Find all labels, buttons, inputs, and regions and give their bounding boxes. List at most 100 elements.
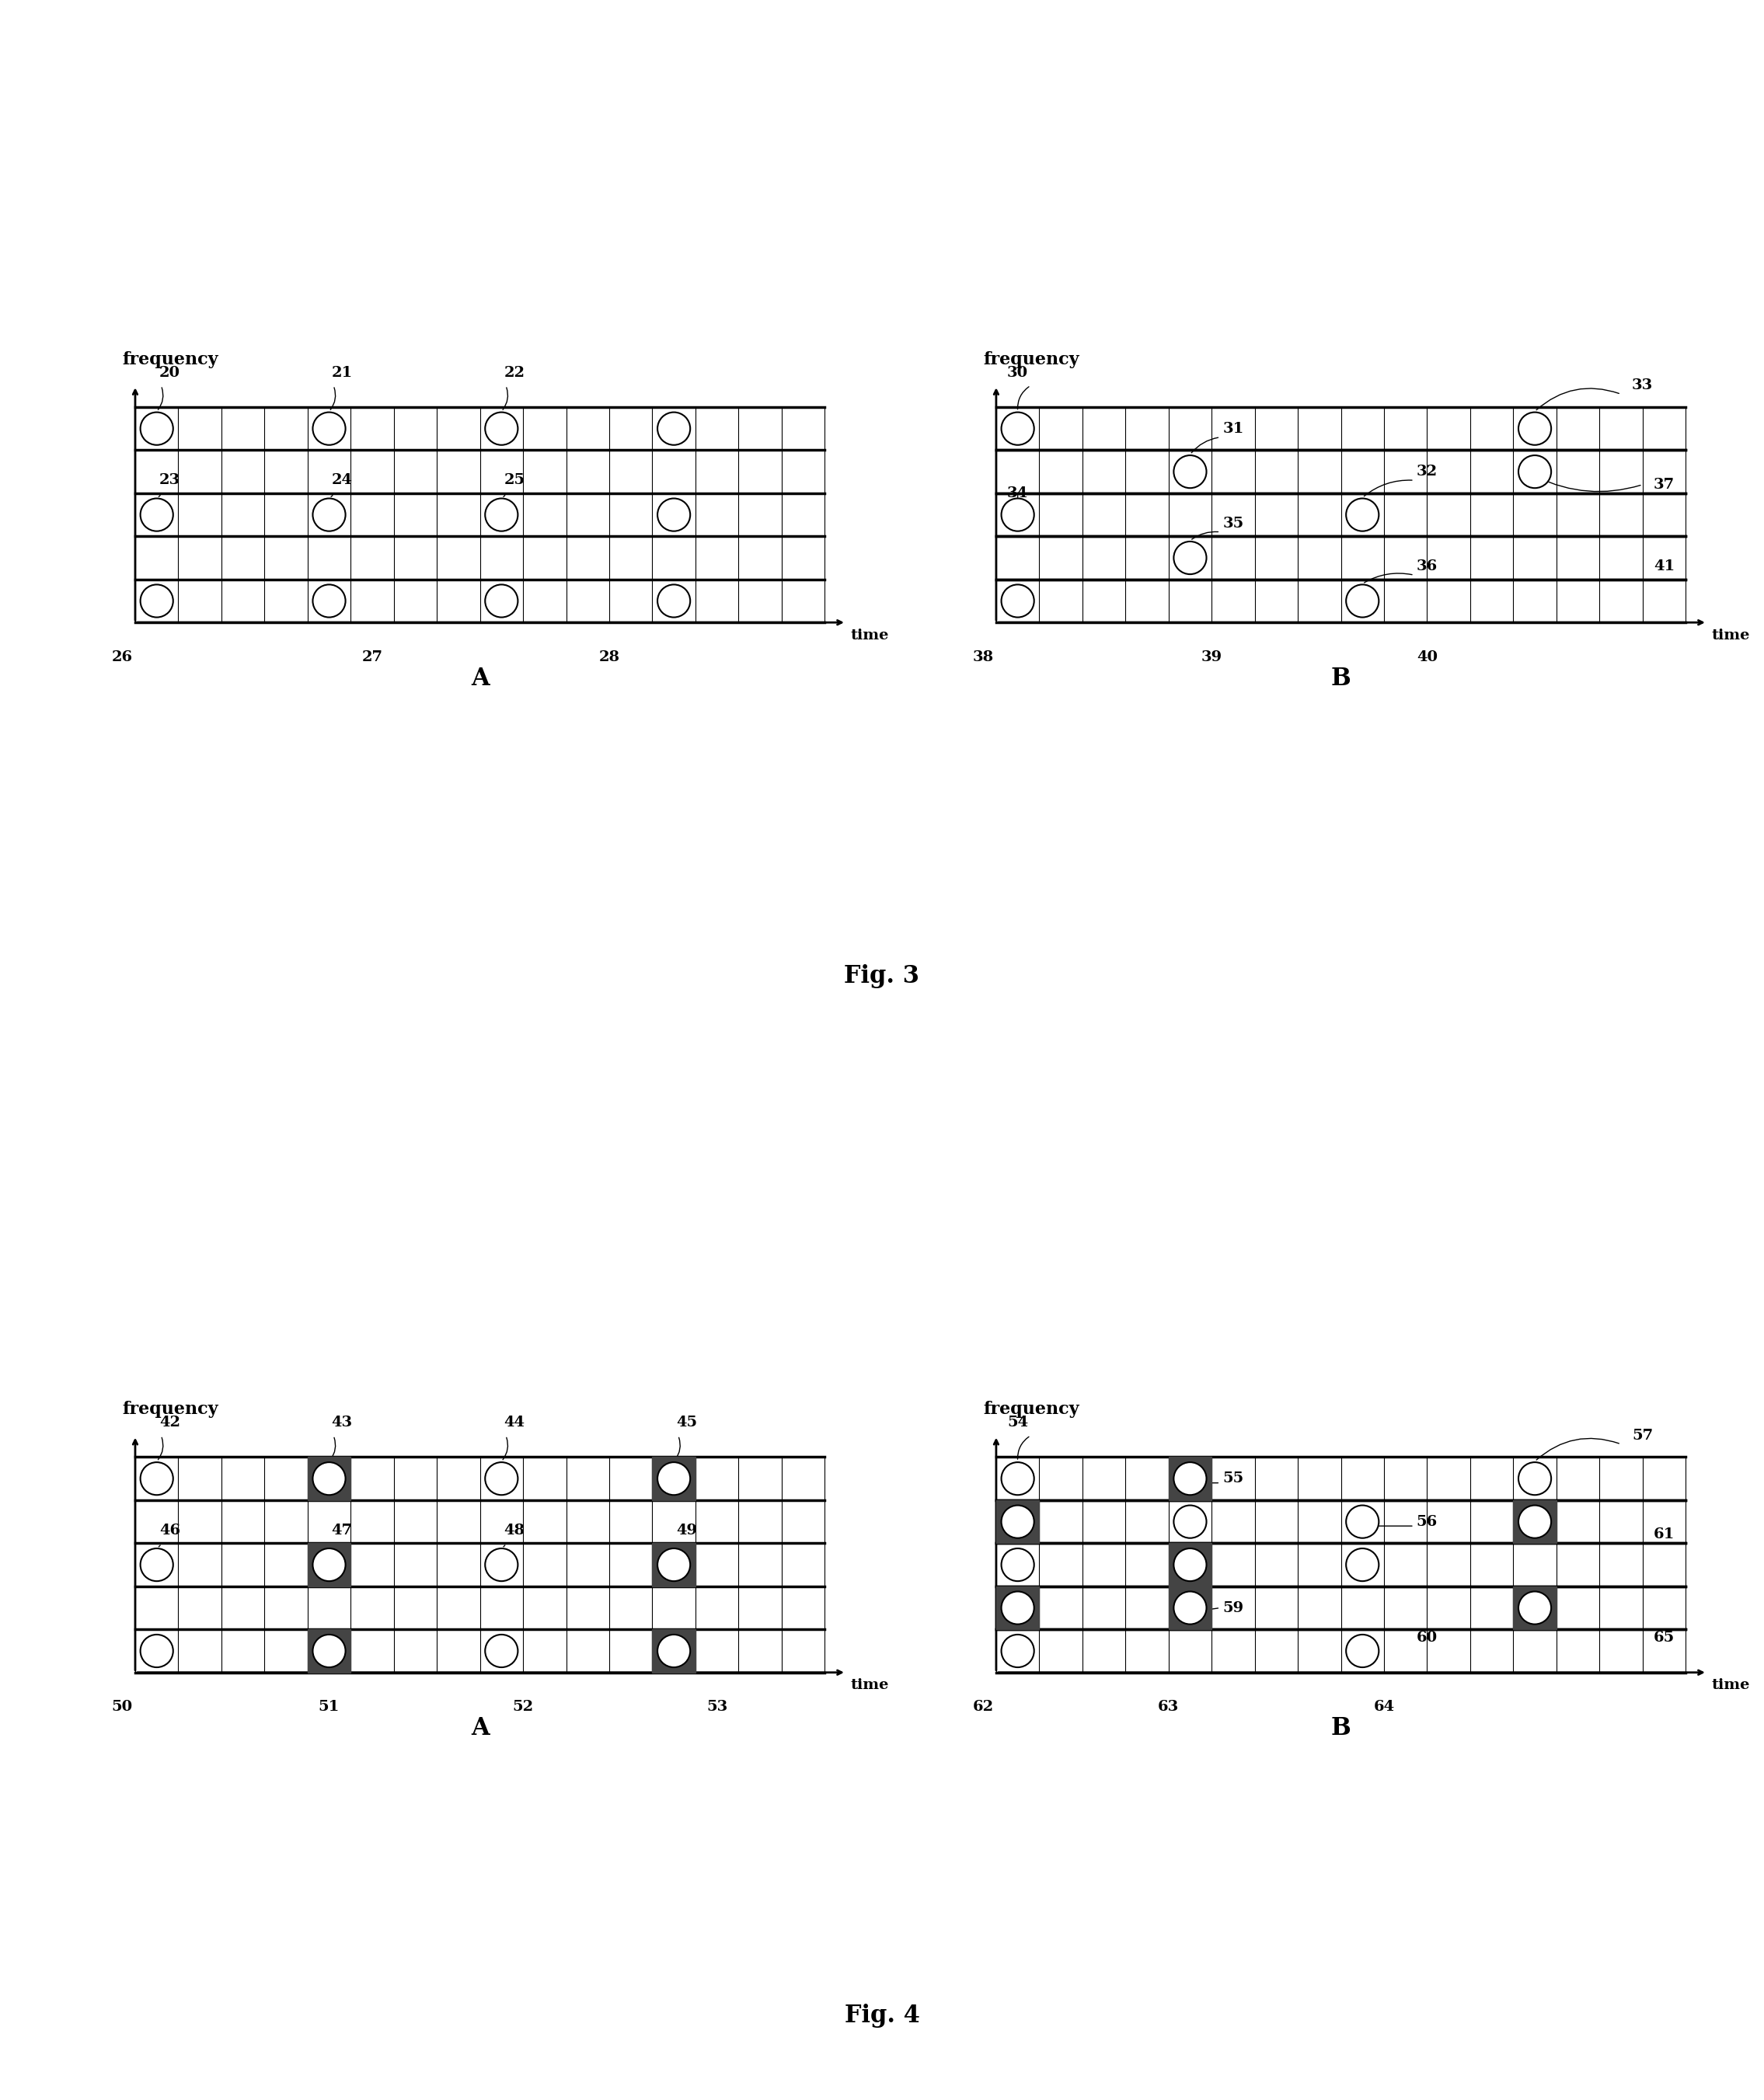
Text: 42: 42 [159,1415,180,1430]
Text: frequency: frequency [983,351,1080,368]
Circle shape [658,412,690,445]
Text: 61: 61 [1653,1527,1674,1541]
Text: 23: 23 [159,473,180,487]
Circle shape [312,498,346,531]
Circle shape [1173,542,1207,573]
Text: 59: 59 [1222,1600,1244,1615]
Text: 20: 20 [159,365,180,380]
Circle shape [312,412,346,445]
Text: 36: 36 [1416,559,1438,573]
Circle shape [1519,1592,1551,1623]
Text: frequency: frequency [983,1401,1080,1418]
Circle shape [485,1548,519,1581]
Text: 32: 32 [1416,464,1438,479]
Text: 41: 41 [1653,559,1674,573]
Circle shape [1346,1548,1379,1581]
Circle shape [1002,412,1034,445]
Circle shape [1173,456,1207,487]
Circle shape [312,584,346,617]
Text: 22: 22 [505,365,526,380]
Text: 47: 47 [332,1522,353,1537]
Circle shape [1173,1506,1207,1537]
Circle shape [485,412,519,445]
Text: 24: 24 [332,473,353,487]
Text: Fig. 3: Fig. 3 [845,964,919,989]
Text: 65: 65 [1653,1632,1674,1644]
Circle shape [1346,1634,1379,1667]
Text: 33: 33 [1632,378,1653,393]
Circle shape [1173,1592,1207,1623]
Text: 27: 27 [362,649,383,664]
Text: time: time [850,628,889,643]
Text: 38: 38 [972,649,993,664]
Text: 25: 25 [505,473,526,487]
Bar [1168,1586,1212,1630]
Text: B: B [1330,666,1351,691]
Circle shape [1519,456,1551,487]
Text: 26: 26 [111,649,132,664]
Bar [1514,1499,1556,1544]
Circle shape [312,1462,346,1495]
Bar [307,1544,351,1585]
Circle shape [485,584,519,617]
Text: 21: 21 [332,365,353,380]
Text: 52: 52 [513,1699,533,1714]
Text: 35: 35 [1222,517,1244,531]
Circle shape [1002,1462,1034,1495]
Text: 31: 31 [1222,422,1244,435]
Text: Fig. 4: Fig. 4 [845,2003,919,2029]
Circle shape [658,1634,690,1667]
Circle shape [141,1462,173,1495]
Circle shape [485,1462,519,1495]
Bar [307,1630,351,1672]
Text: 44: 44 [505,1415,526,1430]
Text: 28: 28 [598,649,619,664]
Text: 50: 50 [111,1699,132,1714]
Circle shape [141,584,173,617]
Text: 60: 60 [1416,1632,1438,1644]
Text: 34: 34 [1007,487,1028,500]
Circle shape [1002,1634,1034,1667]
Text: time: time [1711,1678,1750,1693]
Circle shape [658,1462,690,1495]
Circle shape [141,1634,173,1667]
Text: 37: 37 [1653,477,1674,491]
Text: 62: 62 [972,1699,993,1714]
Circle shape [141,1548,173,1581]
Text: 30: 30 [1007,365,1028,380]
Text: time: time [850,1678,889,1693]
Text: 40: 40 [1416,649,1438,664]
Text: 48: 48 [505,1522,526,1537]
Text: time: time [1711,628,1750,643]
Text: A: A [471,666,489,691]
Text: 64: 64 [1374,1699,1395,1714]
Text: frequency: frequency [122,1401,219,1418]
Bar [997,1586,1039,1630]
Bar [1514,1586,1556,1630]
Circle shape [1346,584,1379,617]
Circle shape [1346,498,1379,531]
Text: 55: 55 [1222,1472,1244,1485]
Text: 45: 45 [676,1415,697,1430]
Circle shape [1002,498,1034,531]
Circle shape [485,498,519,531]
Circle shape [1519,1462,1551,1495]
Circle shape [658,498,690,531]
Text: 43: 43 [332,1415,353,1430]
Circle shape [312,1634,346,1667]
Circle shape [1346,1506,1379,1537]
Circle shape [1173,1462,1207,1495]
Bar [307,1457,351,1499]
Text: 58: 58 [1007,1567,1028,1581]
Text: 63: 63 [1157,1699,1178,1714]
Circle shape [1002,1548,1034,1581]
Text: 57: 57 [1632,1428,1653,1443]
Text: 49: 49 [676,1522,697,1537]
Circle shape [485,1634,519,1667]
Bar [1168,1544,1212,1585]
Text: 54: 54 [1007,1415,1028,1430]
Circle shape [1002,1592,1034,1623]
Circle shape [1002,1506,1034,1537]
Bar [1168,1457,1212,1499]
Circle shape [658,584,690,617]
